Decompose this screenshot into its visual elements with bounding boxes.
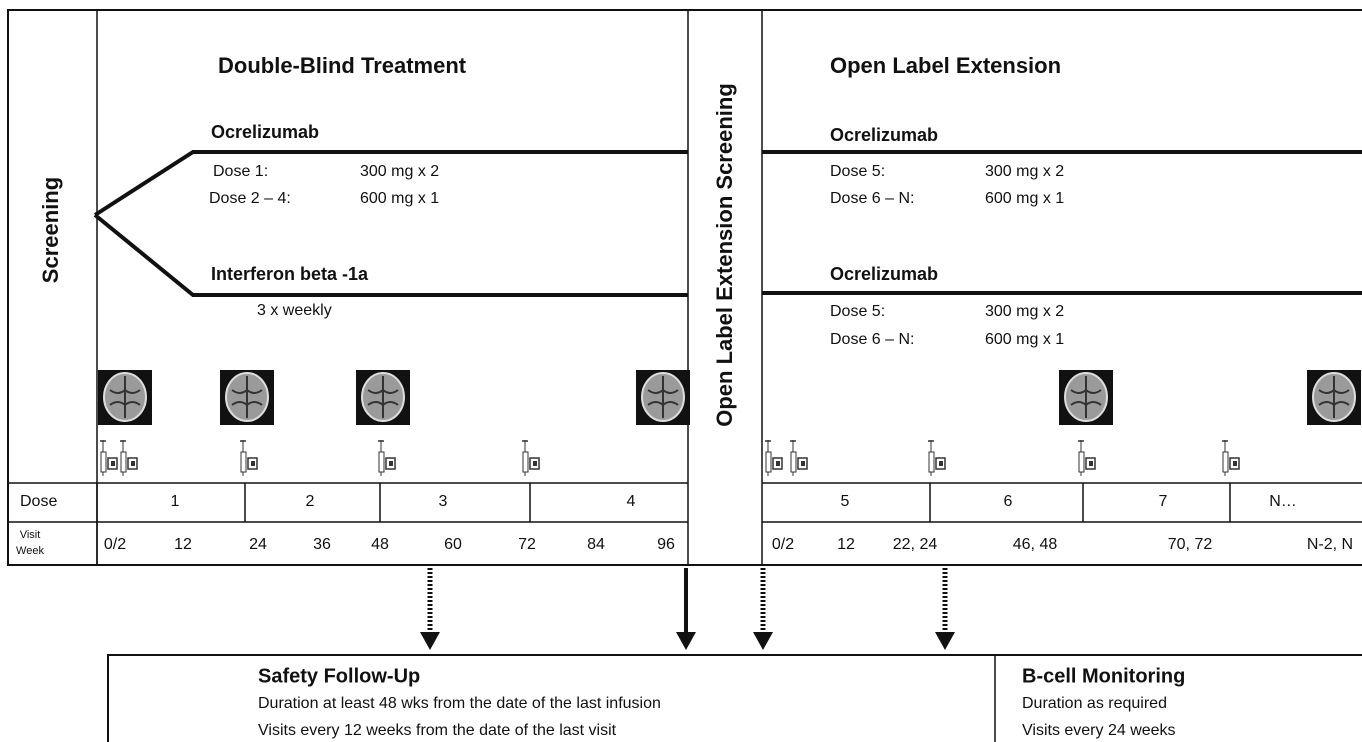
arrow-head xyxy=(676,632,696,650)
arrow-head xyxy=(753,632,773,650)
syringe-icon xyxy=(389,461,393,466)
visit-week: 72 xyxy=(518,536,536,553)
box-line: Visits every 24 weeks xyxy=(1022,722,1176,739)
arm-name: Interferon beta -1a xyxy=(211,264,369,284)
mri-icon xyxy=(1070,376,1102,418)
mri-icon xyxy=(1318,376,1350,418)
syringe-icon xyxy=(251,461,255,466)
syringe-icon xyxy=(776,461,780,466)
syringe-icon xyxy=(1078,451,1085,473)
dose-number: 2 xyxy=(306,493,315,510)
dose-number: 7 xyxy=(1159,493,1168,510)
arm-name: Ocrelizumab xyxy=(211,122,319,142)
syringe-icon xyxy=(1222,451,1229,473)
schedule: 3 x weekly xyxy=(257,302,332,319)
dose-amount: 300 mg x 2 xyxy=(985,163,1064,180)
screening-label: Screening xyxy=(38,177,63,283)
visit-week: 46, 48 xyxy=(1013,536,1058,553)
syringe-icon xyxy=(111,461,115,466)
row-label: Dose xyxy=(20,493,57,510)
dose-label: Dose 5: xyxy=(830,303,885,320)
dose-amount: 600 mg x 1 xyxy=(360,190,439,207)
visit-week: 0/2 xyxy=(772,536,794,553)
dose-amount: 300 mg x 2 xyxy=(360,163,439,180)
syringe-icon xyxy=(120,451,127,473)
dose-number: 3 xyxy=(439,493,448,510)
dose-amount: 300 mg x 2 xyxy=(985,303,1064,320)
arm-name: Ocrelizumab xyxy=(830,264,938,284)
visit-week: 96 xyxy=(657,536,675,553)
visit-week: 70, 72 xyxy=(1168,536,1213,553)
visit-week: N-2, N xyxy=(1307,536,1353,553)
box-title: Safety Follow-Up xyxy=(258,665,420,687)
syringe-icon xyxy=(928,451,935,473)
dose-label: Dose 5: xyxy=(830,163,885,180)
visit-week: 12 xyxy=(174,536,192,553)
dose-amount: 600 mg x 1 xyxy=(985,331,1064,348)
visit-week: 48 xyxy=(371,536,389,553)
box-title: B-cell Monitoring xyxy=(1022,665,1185,687)
visit-week: 12 xyxy=(837,536,855,553)
syringe-icon xyxy=(533,461,537,466)
dose-amount: 600 mg x 1 xyxy=(985,190,1064,207)
follow-up-frame xyxy=(107,654,1362,742)
dose-number: 5 xyxy=(841,493,850,510)
dose-number: 6 xyxy=(1004,493,1013,510)
syringe-icon xyxy=(765,451,772,473)
visit-week: 36 xyxy=(313,536,331,553)
dose-label: Dose 6 – N: xyxy=(830,331,914,348)
dose-number: 1 xyxy=(171,493,180,510)
mri-icon xyxy=(647,376,679,418)
syringe-icon xyxy=(801,461,805,466)
dose-number: 4 xyxy=(627,493,636,510)
arm-line xyxy=(93,213,688,297)
arm-line xyxy=(93,150,688,217)
mri-icon xyxy=(367,376,399,418)
dose-label: Dose 6 – N: xyxy=(830,190,914,207)
row-label: Week xyxy=(16,545,44,557)
dose-number: N… xyxy=(1269,493,1297,510)
section-title: Double-Blind Treatment xyxy=(218,53,467,78)
section-title: Open Label Extension xyxy=(830,53,1061,78)
syringe-icon xyxy=(100,451,107,473)
mri-icon xyxy=(231,376,263,418)
arm-name: Ocrelizumab xyxy=(830,125,938,145)
box-line: Visits every 12 weeks from the date of t… xyxy=(258,722,617,739)
mri-icon xyxy=(109,376,141,418)
syringe-icon xyxy=(131,461,135,466)
ole-screening-label: Open Label Extension Screening xyxy=(712,83,737,427)
visit-week: 84 xyxy=(587,536,605,553)
arrow-head xyxy=(420,632,440,650)
visit-week: 24 xyxy=(249,536,267,553)
box-line: Duration at least 48 wks from the date o… xyxy=(258,695,661,712)
syringe-icon xyxy=(522,451,529,473)
design-frame xyxy=(7,9,1362,566)
visit-week: 22, 24 xyxy=(893,536,938,553)
syringe-icon xyxy=(790,451,797,473)
arrow-head xyxy=(935,632,955,650)
box-line: Duration as required xyxy=(1022,695,1167,712)
dose-label: Dose 2 – 4: xyxy=(209,190,291,207)
syringe-icon xyxy=(1089,461,1093,466)
syringe-icon xyxy=(939,461,943,466)
row-label: Visit xyxy=(20,529,41,541)
syringe-icon xyxy=(1233,461,1237,466)
dose-label: Dose 1: xyxy=(213,163,268,180)
visit-week: 0/2 xyxy=(104,536,126,553)
visit-week: 60 xyxy=(444,536,462,553)
syringe-icon xyxy=(240,451,247,473)
syringe-icon xyxy=(378,451,385,473)
